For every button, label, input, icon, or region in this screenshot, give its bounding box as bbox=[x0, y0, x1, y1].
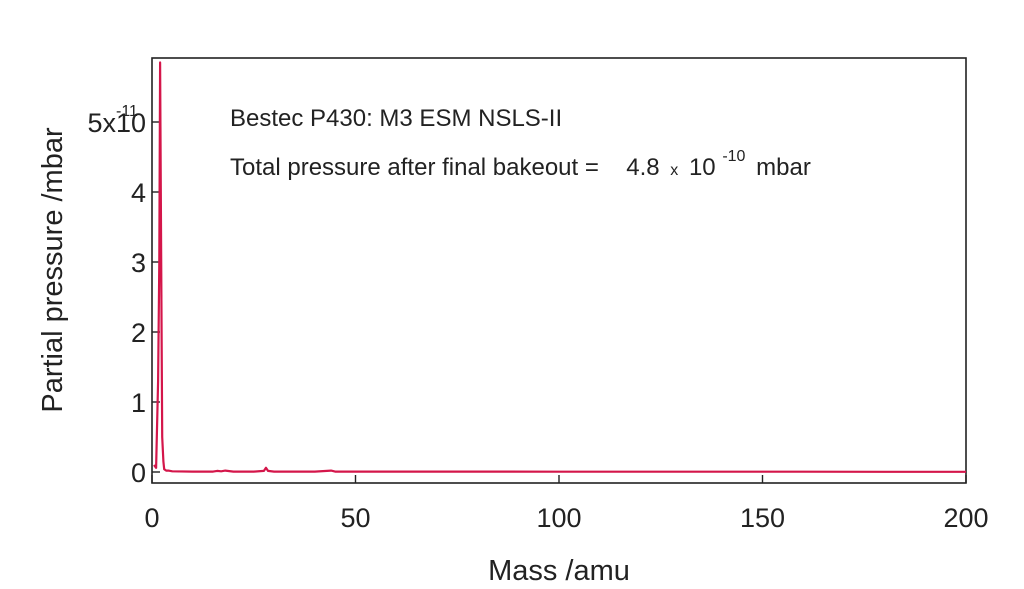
annotation-times: x bbox=[670, 162, 678, 179]
x-tick-label: 150 bbox=[740, 503, 785, 533]
y-tick-label: 4 bbox=[131, 178, 146, 208]
annotation-unit: mbar bbox=[756, 154, 811, 181]
y-tick-label: 2 bbox=[131, 318, 146, 348]
x-tick-label: 50 bbox=[340, 503, 370, 533]
y-tick-label: 0 bbox=[131, 458, 146, 488]
y-axis-title: Partial pressure /mbar bbox=[37, 127, 69, 413]
y-tick-label: 5x10 bbox=[87, 108, 146, 138]
y-axis-ticks: 0 1 2 3 4 5x10 bbox=[87, 108, 160, 488]
x-axis-title: Mass /amu bbox=[488, 555, 630, 587]
x-tick-label: 200 bbox=[943, 503, 988, 533]
y-tick-label: 3 bbox=[131, 248, 146, 278]
annotation-base: 10 bbox=[689, 154, 716, 181]
y-tick-label: 1 bbox=[131, 388, 146, 418]
annotation-title: Bestec P430: M3 ESM NSLS-II bbox=[230, 105, 562, 132]
x-tick-label: 0 bbox=[144, 503, 159, 533]
annotation-exponent: -10 bbox=[722, 148, 745, 165]
y-exponent-label: -11 bbox=[116, 103, 138, 120]
annotation-prefix: Total pressure after final bakeout = bbox=[230, 154, 606, 181]
x-axis-ticks: 0 50 100 150 200 bbox=[144, 475, 989, 533]
annotation-total-pressure: Total pressure after final bakeout = 4.8… bbox=[230, 140, 811, 181]
series-line bbox=[153, 61, 966, 473]
x-tick-label: 100 bbox=[536, 503, 581, 533]
annotation-mantissa: 4.8 bbox=[626, 154, 659, 181]
